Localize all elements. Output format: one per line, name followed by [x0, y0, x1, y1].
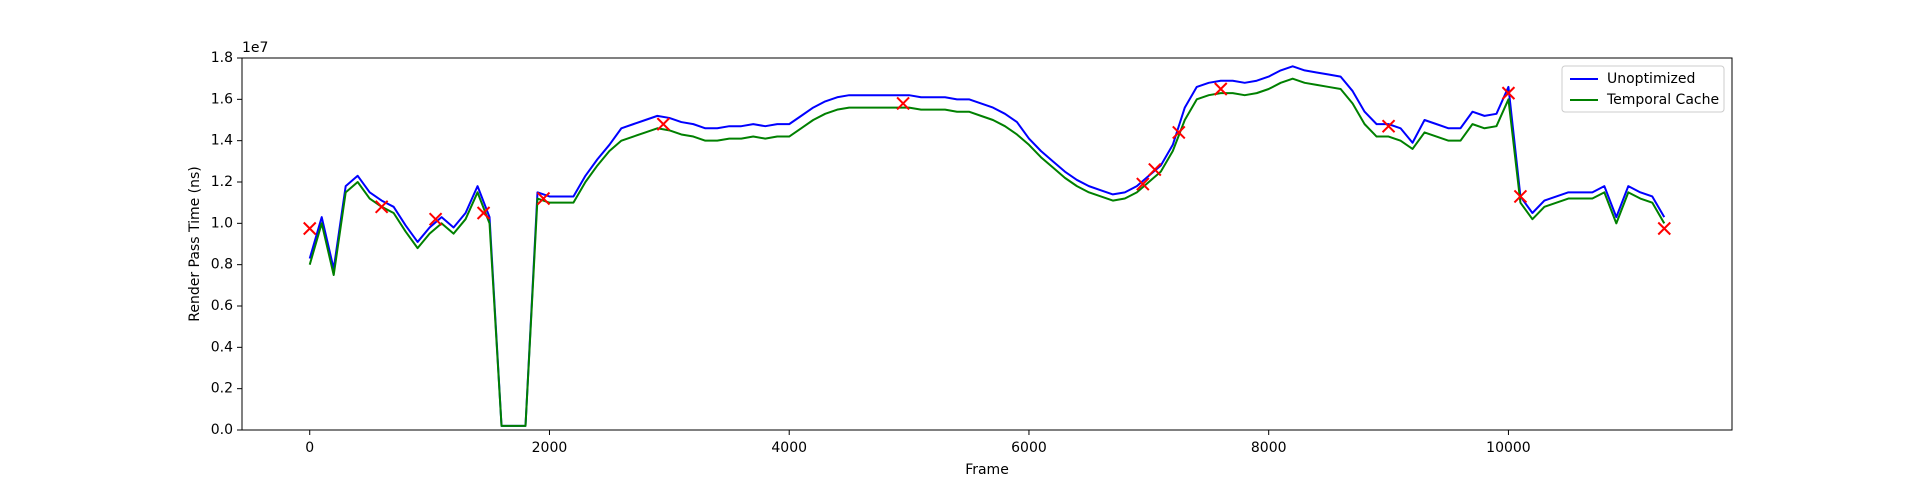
y-tick-label: 0.0	[211, 422, 233, 438]
plot-frame	[241, 57, 1733, 431]
marker	[1381, 119, 1396, 133]
marker	[476, 206, 491, 220]
marker	[1501, 86, 1516, 100]
y-axis-label: Render Pass Time (ns)	[187, 166, 203, 322]
y-tick-label: 0.4	[211, 339, 233, 355]
y-offset-label: 1e7	[242, 40, 268, 56]
y-tick-label: 0.8	[211, 257, 233, 273]
legend-label: Unoptimized	[1607, 71, 1695, 87]
x-tick-label: 4000	[771, 440, 807, 456]
marker	[536, 191, 551, 206]
marker	[656, 117, 671, 131]
marker	[374, 200, 389, 214]
legend-label: Temporal Cache	[1606, 92, 1719, 108]
x-tick-label: 6000	[1011, 440, 1047, 456]
marker	[1657, 221, 1671, 236]
marker	[896, 96, 910, 111]
x-tick-label: 8000	[1251, 440, 1287, 456]
y-tick-label: 1.4	[211, 133, 233, 149]
y-tick-label: 1.2	[211, 174, 233, 190]
y-tick-label: 1.8	[211, 50, 233, 66]
marker	[1172, 125, 1186, 140]
marker	[1148, 162, 1162, 177]
marker	[1513, 189, 1528, 204]
x-axis-label: Frame	[965, 462, 1009, 478]
y-tick-label: 1.0	[211, 215, 233, 231]
legend-box	[1561, 65, 1725, 113]
marker	[303, 221, 317, 236]
x-tick-label: 10000	[1486, 440, 1531, 456]
marker	[1136, 177, 1150, 191]
marker	[1214, 82, 1228, 96]
y-tick-label: 0.6	[211, 298, 233, 314]
y-tick-label: 0.2	[211, 381, 233, 397]
marker	[428, 212, 443, 226]
series-line	[308, 77, 1666, 427]
x-tick-label: 2000	[532, 440, 568, 456]
x-tick-label: 0	[305, 440, 314, 456]
y-tick-label: 1.6	[211, 91, 233, 107]
